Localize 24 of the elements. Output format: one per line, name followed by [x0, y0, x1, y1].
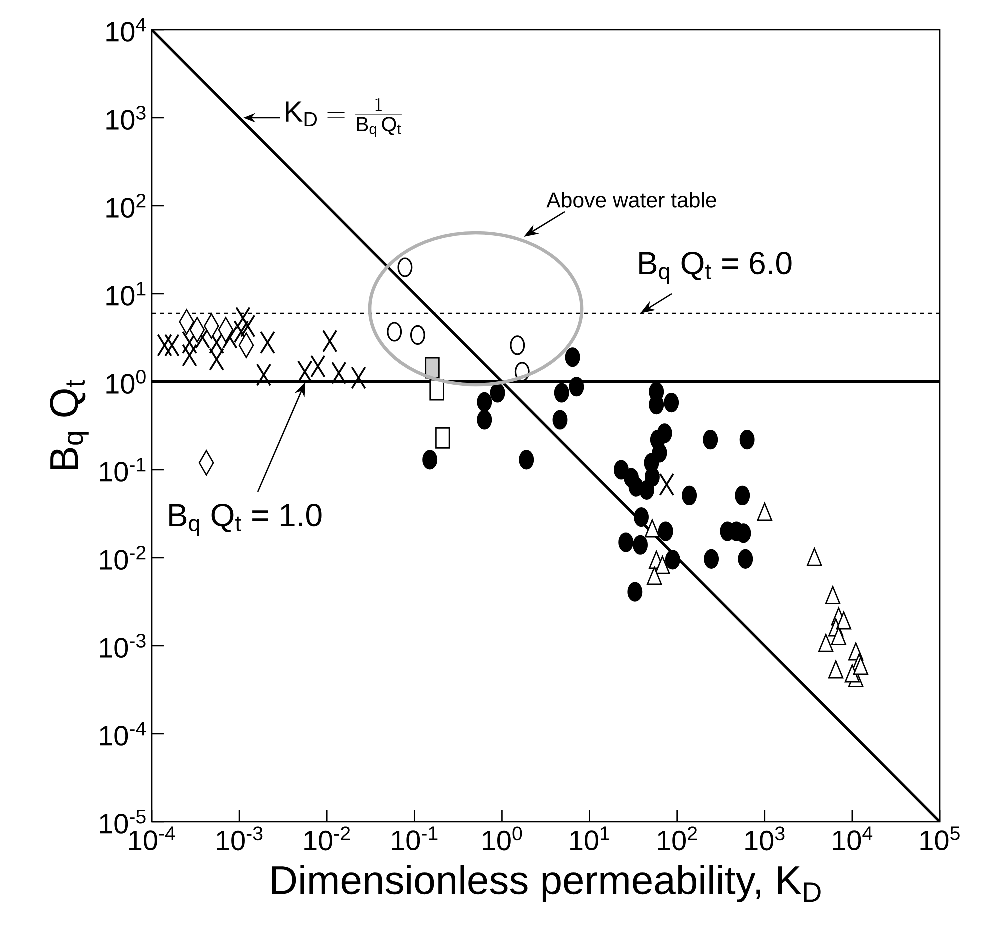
x-tick-label: 10$^{3}$ [746, 826, 785, 851]
x-tick-label: 10$^{4}$ [833, 826, 873, 850]
y-tick-label: 10$^{3}$ [106, 106, 146, 130]
x-tick-label: 10$^{-3}$ [217, 826, 263, 851]
y-tick-label: 10$^{-2}$ [100, 546, 146, 570]
x-tick-label: 10$^{-2}$ [304, 826, 350, 851]
ref-line-label: B$_{q}$ Q$_{t}$ = 6.0 [640, 252, 792, 284]
y-tick-label: 10$^{1}$ [106, 282, 146, 306]
x-tick-label: 10$^{0}$ [482, 826, 522, 851]
y-tick-label: 10$^{-4}$ [100, 722, 146, 746]
x-tick-label: 10$^{2}$ [658, 826, 698, 851]
y-tick-label: 10$^{0}$ [106, 370, 146, 394]
legend-label: $\mathrm{K}_{\mathrm{D}} = \frac{1}{\mathrm{B}_{\mathrm{q}}\,\mathrm{Q}_{\mathrm{t}}}$ [286, 98, 402, 138]
ref-line-label: B$_{q}$ Q$_{t}$ = 1.0 [170, 504, 322, 536]
x-axis-title: Dimensionless permeability, K$_{D}$ [272, 865, 821, 902]
y-tick-label: 10$^{-3}$ [100, 634, 146, 658]
x-tick-label: 10$^{-1}$ [392, 826, 438, 850]
y-tick-label: 10$^{2}$ [106, 194, 146, 218]
annotation: Above water table [546, 192, 716, 208]
y-tick-label: 10$^{-1}$ [100, 458, 146, 482]
y-tick-label: 10$^{4}$ [106, 18, 146, 42]
x-tick-label: 10$^{1}$ [570, 826, 610, 850]
y-axis-title: B$_{q}$ Q$_{t}$ [50, 380, 89, 470]
x-tick-label: 10$^{5}$ [920, 826, 960, 850]
